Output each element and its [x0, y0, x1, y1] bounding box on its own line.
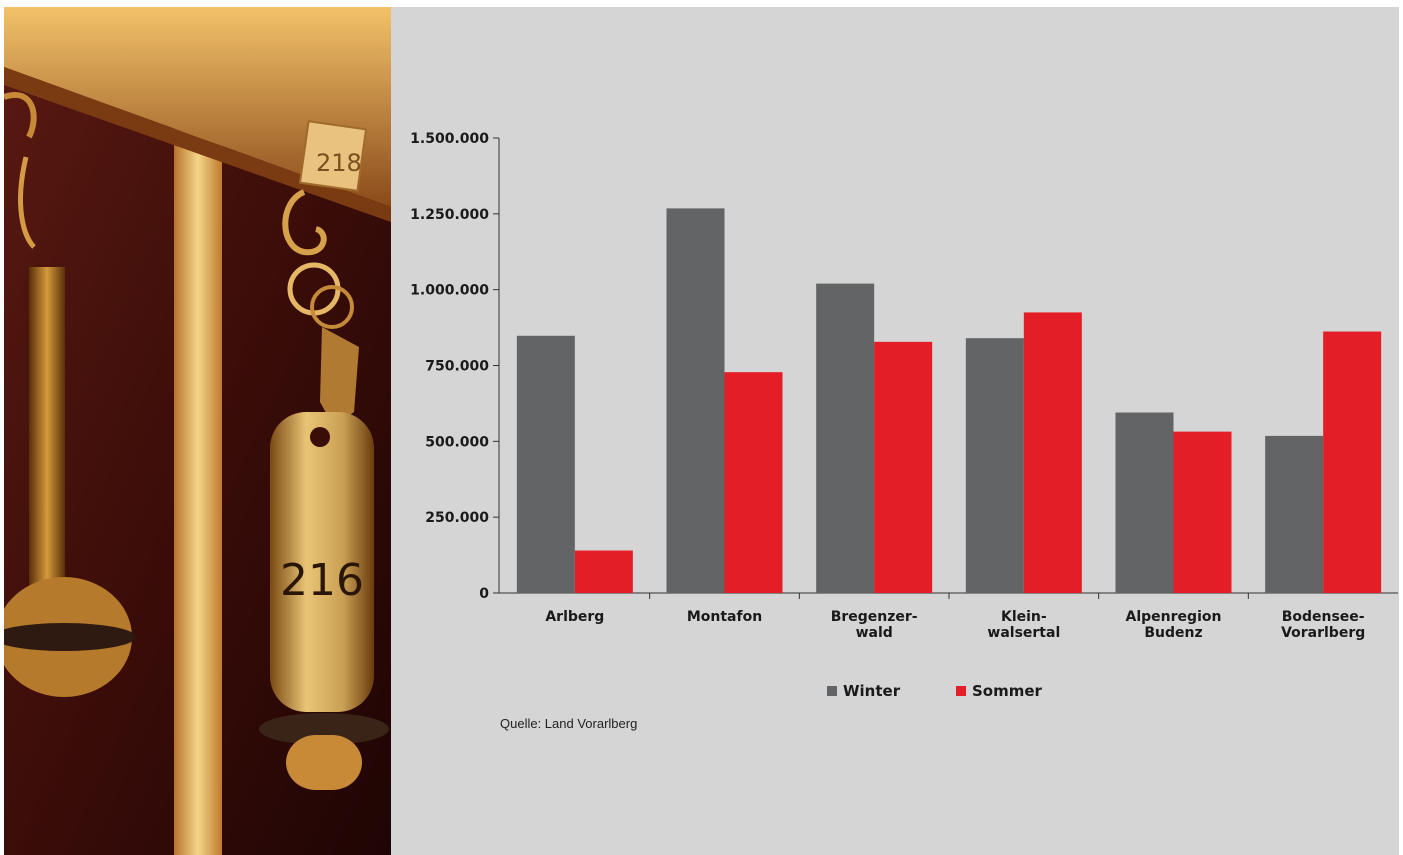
y-tick-label: 1.500.000 [410, 131, 489, 147]
bar-chart: 0 250.000 500.000 750.000 1.000.000 1.250.000… [410, 131, 1398, 700]
x-category-label: wald [856, 625, 893, 641]
bar-winter [1265, 435, 1324, 593]
y-tick-label: 250.000 [425, 510, 489, 526]
x-category-label: Vorarlberg [1281, 625, 1365, 641]
x-category-label: Bregenzer- [831, 609, 918, 625]
bar-sommer [874, 341, 933, 593]
bar-sommer [724, 372, 783, 593]
x-category-label: Budenz [1144, 625, 1202, 641]
key-tag-number: 216 [280, 555, 364, 606]
x-category-label: Alpenregion [1126, 609, 1222, 625]
x-category-label: walsertal [987, 625, 1060, 641]
legend-swatch [827, 686, 837, 696]
bar-sommer [1323, 331, 1382, 593]
x-category-label: Arlberg [545, 609, 604, 625]
legend-label: Winter [843, 682, 901, 700]
bar-sommer [574, 550, 633, 593]
x-category-label: Montafon [687, 609, 762, 625]
y-tick-label: 500.000 [425, 434, 489, 450]
x-category-label: Klein- [1001, 609, 1047, 625]
source-note: Quelle: Land Vorarlberg [500, 716, 638, 731]
hotel-key-illustration: 218 216 [4, 7, 391, 855]
y-tick-label: 750.000 [425, 359, 489, 375]
bar-winter [965, 338, 1024, 593]
legend-label: Sommer [972, 682, 1043, 700]
y-tick-label: 1.250.000 [410, 207, 489, 223]
bar-winter [666, 208, 725, 593]
plate-number: 218 [316, 149, 362, 177]
bar-winter [516, 335, 575, 593]
bar-winter [816, 283, 875, 593]
bar-sommer [1023, 312, 1082, 593]
x-category-label: Bodensee- [1282, 609, 1365, 625]
chart-panel: 0 250.000 500.000 750.000 1.000.000 1.250.000… [391, 7, 1399, 855]
bar-sommer [1173, 431, 1232, 593]
bar-winter [1115, 412, 1174, 593]
legend-swatch [956, 686, 966, 696]
y-tick-label: 0 [479, 586, 489, 602]
y-tick-label: 1.000.000 [410, 283, 489, 299]
hotel-key-photo: 218 216 [4, 7, 391, 855]
